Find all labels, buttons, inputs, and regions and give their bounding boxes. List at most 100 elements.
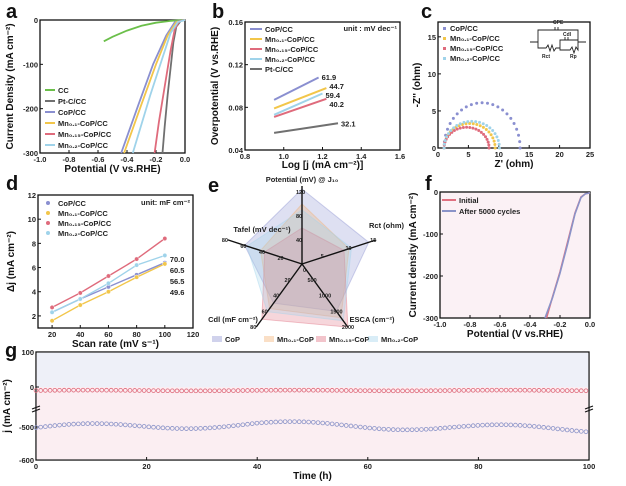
tafel-slope-label: 61.9 bbox=[322, 73, 337, 82]
data-point bbox=[475, 423, 481, 428]
x-tick-label: -1.0 bbox=[434, 320, 447, 329]
x-tick-label: 80 bbox=[474, 462, 482, 471]
data-point bbox=[442, 388, 448, 393]
radar-tick-label: 60 bbox=[240, 244, 246, 250]
data-point bbox=[409, 388, 415, 394]
radar-area bbox=[260, 203, 350, 319]
legend-entry: Mn₀.₂-CoP bbox=[381, 335, 418, 344]
y-tick-label: 0 bbox=[434, 188, 438, 197]
x-tick-label: 120 bbox=[187, 330, 200, 339]
data-point bbox=[522, 387, 528, 393]
data-point bbox=[151, 388, 156, 393]
data-point bbox=[235, 388, 241, 393]
legend-swatch bbox=[443, 47, 446, 50]
data-point bbox=[188, 426, 194, 431]
data-point bbox=[226, 423, 232, 429]
nyquist-point bbox=[442, 146, 446, 150]
data-point bbox=[536, 424, 542, 430]
legend-swatch bbox=[443, 37, 446, 40]
data-point bbox=[423, 426, 429, 432]
data-point bbox=[231, 388, 236, 393]
panel-letter: e bbox=[208, 175, 219, 197]
y-tick-label: -500 bbox=[19, 423, 34, 432]
data-point bbox=[400, 427, 405, 433]
radar-axis-label: ESCA (cm⁻²) bbox=[350, 315, 395, 324]
data-point bbox=[47, 423, 53, 429]
radar-tick-label: 20 bbox=[285, 278, 291, 284]
data-point bbox=[146, 424, 152, 430]
data-point bbox=[184, 426, 189, 431]
data-point bbox=[212, 425, 217, 430]
data-point bbox=[574, 388, 579, 393]
data-point bbox=[329, 421, 335, 427]
data-point bbox=[395, 427, 401, 433]
data-point bbox=[170, 388, 175, 394]
legend-entry: Mn₀.₂-CoP/CC bbox=[58, 141, 109, 150]
data-point bbox=[386, 427, 391, 432]
data-point bbox=[174, 388, 180, 394]
data-point bbox=[301, 387, 307, 393]
x-tick-label: 20 bbox=[555, 150, 563, 159]
data-point bbox=[113, 387, 119, 393]
legend-entry: After 5000 cycles bbox=[459, 207, 520, 216]
data-point bbox=[188, 388, 194, 394]
data-point bbox=[132, 423, 138, 428]
x-tick-label: 40 bbox=[253, 462, 261, 471]
nyquist-point bbox=[491, 103, 495, 107]
nyquist-point bbox=[485, 124, 489, 128]
data-point bbox=[38, 388, 44, 393]
nyquist-point bbox=[501, 108, 505, 112]
nyquist-point bbox=[475, 101, 479, 105]
nyquist-point bbox=[451, 116, 455, 120]
legend-swatch bbox=[264, 336, 274, 342]
radar-tick-label: 5 bbox=[321, 254, 324, 260]
data-point bbox=[193, 388, 199, 394]
data-point bbox=[231, 423, 236, 429]
nyquist-point bbox=[452, 126, 456, 130]
nyquist-point bbox=[474, 120, 478, 124]
data-point bbox=[484, 387, 490, 393]
nyquist-point bbox=[486, 140, 490, 144]
data-point bbox=[564, 427, 570, 433]
data-point bbox=[395, 388, 401, 394]
data-point bbox=[217, 424, 222, 430]
data-point bbox=[273, 419, 279, 425]
y-tick-label: 0 bbox=[30, 383, 34, 392]
data-point bbox=[282, 387, 288, 393]
data-point bbox=[325, 387, 330, 393]
radar-axis bbox=[301, 239, 377, 265]
data-point bbox=[503, 422, 509, 428]
data-point bbox=[362, 388, 368, 393]
data-point bbox=[33, 388, 39, 393]
nyquist-point bbox=[448, 122, 452, 126]
y-axis-label: Current Density (mA cm⁻²) bbox=[5, 23, 16, 149]
legend-entry: Mn₀.₁-CoP/CC bbox=[265, 35, 315, 44]
data-point bbox=[235, 422, 241, 428]
nyquist-point bbox=[464, 105, 468, 109]
x-tick-label: 1.2 bbox=[317, 152, 327, 161]
panel-letter: f bbox=[425, 173, 432, 195]
data-point bbox=[104, 387, 109, 393]
series-line bbox=[544, 192, 591, 319]
radar-tick-label: 80 bbox=[250, 325, 256, 331]
data-point bbox=[132, 388, 138, 393]
capacitance-label: 70.0 bbox=[170, 255, 185, 264]
data-point bbox=[264, 387, 269, 393]
data-point bbox=[343, 423, 349, 428]
nyquist-point bbox=[495, 135, 499, 139]
data-point bbox=[452, 388, 457, 393]
data-point bbox=[541, 425, 546, 430]
y-tick-label: 0.16 bbox=[228, 18, 243, 27]
data-point bbox=[127, 388, 133, 393]
radar-axis-label: Tafel (mV dec⁻¹) bbox=[233, 225, 291, 234]
data-point bbox=[179, 388, 185, 394]
data-point bbox=[52, 388, 58, 393]
data-point bbox=[268, 387, 274, 393]
data-point bbox=[71, 387, 76, 393]
legend-swatch bbox=[316, 336, 326, 342]
radar-tick-label: 80 bbox=[222, 238, 228, 244]
data-point bbox=[118, 422, 123, 427]
data-point bbox=[47, 388, 53, 393]
x-tick-label: 100 bbox=[583, 462, 596, 471]
data-point bbox=[536, 388, 542, 393]
